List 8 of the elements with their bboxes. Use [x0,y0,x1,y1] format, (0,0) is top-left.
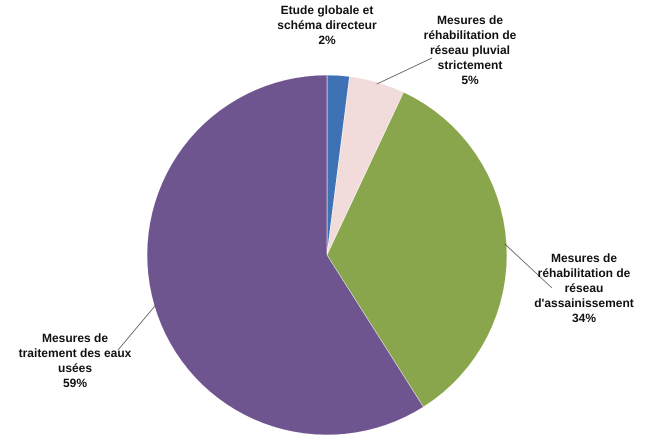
slice-label: Mesures de traitement des eaux usées [18,331,132,375]
slice-label: Mesures de réhabilitation de réseau pluvial strictement [424,13,517,72]
data-label: 2% [318,33,336,47]
slice-label: Etude globale et schéma directeur [277,3,378,32]
data-label: 5% [461,73,479,87]
data-label: 34% [572,311,596,325]
slice-label: Mesures de réhabilitation de réseau d'assainissement [534,251,634,310]
data-label: 59% [62,376,88,390]
